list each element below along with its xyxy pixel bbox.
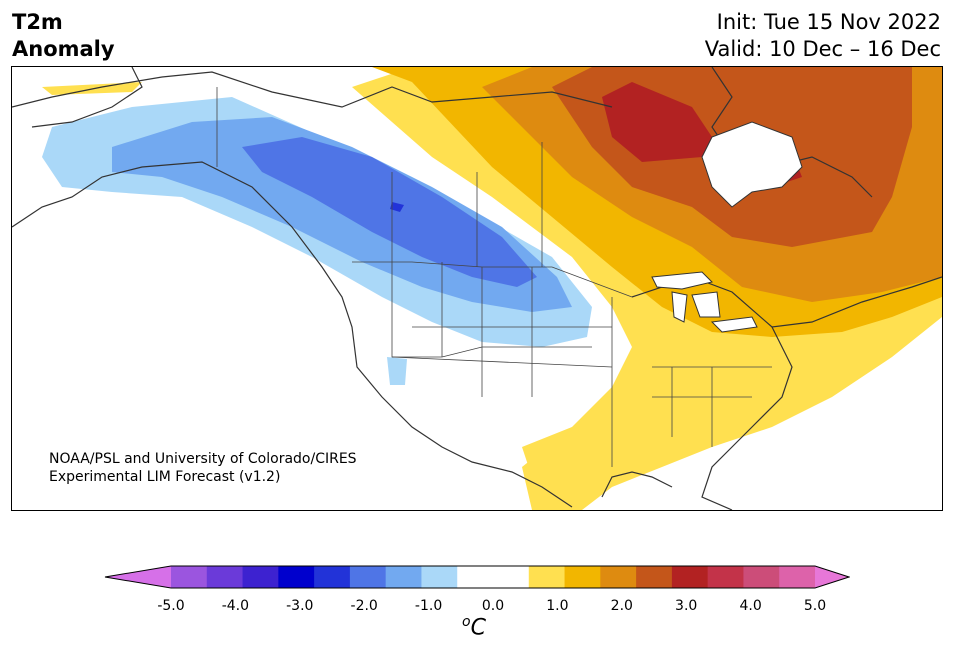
credit-line-2: Experimental LIM Forecast (v1.2) bbox=[49, 469, 281, 485]
colorbar-swatch bbox=[779, 566, 816, 588]
colorbar-tick-label: -4.0 bbox=[221, 598, 250, 614]
colorbar-swatch bbox=[564, 566, 601, 588]
colorbar-swatch bbox=[600, 566, 637, 588]
colorbar-swatch bbox=[242, 566, 279, 588]
colorbar-tick-label: -1.0 bbox=[414, 598, 443, 614]
anomaly-map: NOAA/PSL and University of Colorado/CIRE… bbox=[11, 66, 943, 511]
great-lakes bbox=[651, 271, 758, 333]
colorbar-swatch bbox=[349, 566, 387, 588]
colorbar-swatch bbox=[493, 566, 530, 588]
colorbar-swatch bbox=[457, 566, 494, 588]
credit-line-1: NOAA/PSL and University of Colorado/CIRE… bbox=[49, 451, 357, 467]
unit-letter: C bbox=[470, 615, 486, 641]
colorbar-tick-label: 1.0 bbox=[546, 598, 569, 614]
colorbar-tick-label: -3.0 bbox=[286, 598, 314, 614]
warm-anomaly-shading bbox=[42, 67, 942, 510]
init-date: Init: Tue 15 Nov 2022 bbox=[716, 10, 941, 34]
colorbar-tick-label: 3.0 bbox=[675, 598, 698, 614]
colorbar-tick-label: 0.0 bbox=[481, 598, 505, 614]
colorbar-swatch bbox=[385, 566, 422, 588]
colorbar-swatch bbox=[314, 566, 351, 588]
title-line-2: Anomaly bbox=[12, 37, 115, 61]
colorbar-outline bbox=[104, 565, 851, 589]
borders bbox=[216, 87, 772, 467]
title-line-1: T2m bbox=[12, 10, 63, 34]
cold-anomaly-shading bbox=[42, 97, 592, 385]
colorbar-unit: oC bbox=[462, 614, 486, 640]
valid-date: Valid: 10 Dec – 16 Dec bbox=[704, 37, 941, 61]
map-svg bbox=[12, 67, 942, 510]
colorbar-tick-label: 4.0 bbox=[739, 598, 762, 614]
colorbar-tick-label: -5.0 bbox=[157, 598, 185, 614]
colorbar-swatch bbox=[636, 566, 673, 588]
colorbar-swatch bbox=[421, 566, 458, 588]
colorbar-swatch bbox=[278, 566, 315, 588]
colorbar-swatch bbox=[743, 566, 780, 588]
colorbar-swatch bbox=[707, 566, 744, 588]
map-title: T2m Anomaly bbox=[12, 9, 115, 63]
unit-degree: o bbox=[462, 614, 471, 630]
colorbar-extend-high bbox=[815, 566, 849, 588]
colorbar-extend-low bbox=[105, 566, 171, 588]
colorbar-swatch bbox=[171, 566, 208, 588]
forecast-dates: Init: Tue 15 Nov 2022 Valid: 10 Dec – 16… bbox=[705, 9, 941, 63]
colorbar-swatch bbox=[206, 566, 244, 588]
colorbar-tick-label: 5.0 bbox=[803, 598, 827, 614]
colorbar-svg bbox=[104, 565, 851, 589]
credit-text: NOAA/PSL and University of Colorado/CIRE… bbox=[49, 450, 357, 486]
colorbar-swatch bbox=[671, 566, 709, 588]
colorbar-swatch bbox=[528, 566, 566, 588]
hudson-bay bbox=[701, 121, 803, 208]
colorbar-tick-label: 2.0 bbox=[610, 598, 633, 614]
colorbar bbox=[104, 563, 851, 597]
colorbar-tick-label: -2.0 bbox=[350, 598, 378, 614]
